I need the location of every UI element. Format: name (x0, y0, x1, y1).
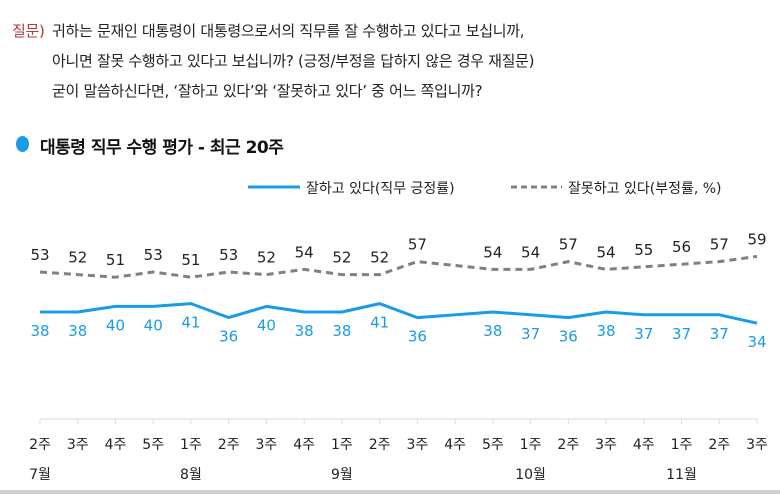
positive-data-label: 37 (672, 325, 691, 343)
negative-data-label: 51 (106, 251, 125, 269)
x-tick-label: 3주 (406, 437, 428, 453)
positive-series-line (40, 302, 758, 325)
x-tick-label: 2주 (708, 437, 730, 453)
x-tick-label: 4주 (105, 437, 127, 453)
positive-data-label: 36 (559, 328, 578, 346)
month-label: 8월 (180, 467, 202, 483)
question-line-3: 굳이 말씀하신다면, ‘잘하고 있다’와 ‘잘못하고 있다’ 중 어느 쪽입니까… (52, 82, 483, 100)
positive-data-label: 41 (181, 314, 200, 332)
month-label: 10월 (515, 467, 546, 483)
x-tick-label: 2주 (369, 437, 391, 453)
x-tick-label: 5주 (482, 437, 504, 453)
month-label: 7월 (29, 467, 51, 483)
x-tick-label: 1주 (180, 437, 202, 453)
x-tick-label: 4주 (293, 437, 315, 453)
x-tick-label: 1주 (520, 437, 542, 453)
x-tick-label: 3주 (595, 437, 617, 453)
negative-data-label: 52 (332, 249, 351, 267)
x-tick-label: 4주 (633, 437, 655, 453)
positive-data-label: 38 (295, 322, 314, 340)
x-tick-label: 3주 (67, 437, 89, 453)
x-tick-label: 5주 (142, 437, 164, 453)
bottom-border (0, 490, 780, 494)
negative-series-line (39, 254, 758, 279)
x-tick-label: 2주 (557, 437, 579, 453)
positive-data-label: 36 (219, 328, 238, 346)
negative-data-label: 52 (370, 249, 389, 267)
negative-data-label: 53 (144, 246, 163, 264)
x-tick-label: 1주 (331, 437, 353, 453)
negative-data-label: 57 (710, 236, 729, 254)
negative-data-label: 54 (295, 243, 314, 261)
positive-data-label: 37 (710, 325, 729, 343)
x-tick-label: 2주 (218, 437, 240, 453)
negative-data-label: 52 (257, 249, 276, 267)
negative-data-label: 55 (634, 241, 653, 259)
positive-data-label: 37 (634, 325, 653, 343)
negative-data-label: 53 (219, 246, 238, 264)
positive-data-label: 36 (408, 328, 427, 346)
negative-data-label: 56 (672, 238, 691, 256)
negative-data-label: 52 (68, 249, 87, 267)
negative-data-label: 57 (408, 236, 427, 254)
positive-data-label: 38 (597, 322, 616, 340)
negative-data-label: 54 (483, 243, 502, 261)
positive-data-label: 40 (257, 316, 276, 334)
positive-data-label: 38 (68, 322, 87, 340)
month-label: 11월 (666, 467, 697, 483)
positive-data-label: 38 (30, 322, 49, 340)
question-line-1: 귀하는 문재인 대통령이 대통령으로서의 직무를 잘 수행하고 있다고 보십니까… (52, 22, 525, 40)
negative-data-label: 51 (181, 251, 200, 269)
x-tick-label: 2주 (29, 437, 51, 453)
positive-data-label: 40 (144, 316, 163, 334)
chart-title: 대통령 직무 수행 평가 - 최근 20주 (40, 138, 284, 158)
month-label: 9월 (331, 467, 353, 483)
positive-data-label: 37 (521, 325, 540, 343)
positive-data-label: 34 (747, 333, 766, 351)
negative-data-label: 53 (30, 246, 49, 264)
x-tick-label: 4주 (444, 437, 466, 453)
x-tick-label: 3주 (256, 437, 278, 453)
negative-data-label: 59 (747, 230, 766, 248)
negative-data-label: 54 (597, 243, 616, 261)
positive-data-label: 38 (483, 322, 502, 340)
legend-positive-label: 잘하고 있다(직무 긍정률) (306, 181, 455, 197)
positive-data-label: 41 (370, 314, 389, 332)
x-tick-label: 1주 (671, 437, 693, 453)
legend-negative-label: 잘못하고 있다(부정률, %) (568, 181, 722, 197)
title-bullet-icon (16, 136, 29, 152)
question-line-2: 아니면 잘못 수행하고 있다고 보십니까? (긍정/부정을 답하지 않은 경우 … (52, 52, 535, 70)
question-label: 질문) (12, 22, 45, 40)
negative-data-label: 57 (559, 236, 578, 254)
positive-data-label: 40 (106, 316, 125, 334)
negative-data-label: 54 (521, 243, 540, 261)
positive-data-label: 38 (332, 322, 351, 340)
x-tick-label: 3주 (746, 437, 768, 453)
